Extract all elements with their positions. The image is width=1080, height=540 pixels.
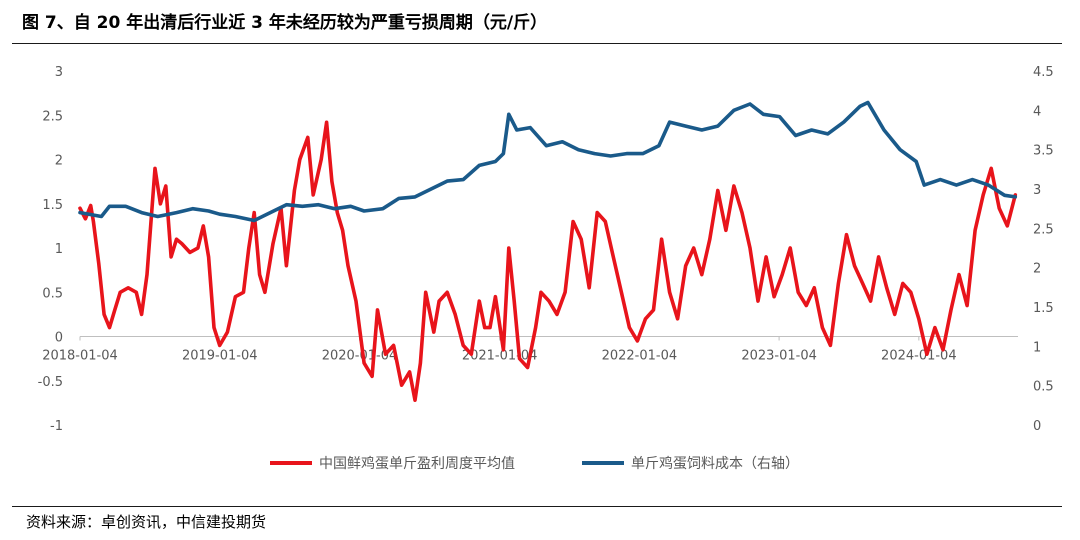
left-axis-tick-label: 1.5: [42, 198, 63, 213]
right-axis-tick-label: 3: [1033, 183, 1041, 198]
right-axis-tick-label: 2: [1033, 262, 1041, 277]
right-axis-tick-label: 3.5: [1033, 144, 1054, 159]
x-axis-tick-label: 2018-01-04: [42, 349, 118, 364]
x-axis-tick-labels: 2018-01-04 2019-01-04 2020-01-04 2021-01-04…: [42, 349, 956, 364]
right-axis-tick-label: 1: [1033, 340, 1041, 355]
x-axis-tick-label: 2019-01-04: [182, 349, 258, 364]
right-axis-tick-label: 2.5: [1033, 222, 1054, 237]
x-axis-tick-label: 2024-01-04: [881, 349, 957, 364]
left-axis-tick-label: 0: [55, 331, 63, 346]
top-divider: [12, 43, 1062, 44]
legend: 中国鲜鸡蛋单斤盈利周度平均值 单斤鸡蛋饲料成本（右轴）: [270, 455, 799, 472]
right-axis-tick-label: 1.5: [1033, 301, 1054, 316]
line-chart: 3 2.5 2 1.5 1 0.5 0 -0.5 -1 4.5 4 3.5 3 2.5 2 1.5 1 0.5 0…: [38, 65, 1054, 472]
left-axis-tick-label: 0.5: [42, 286, 63, 301]
x-axis-tick-label: 2022-01-04: [602, 349, 678, 364]
right-axis-tick-label: 4: [1033, 104, 1041, 119]
left-axis-tick-labels: 3 2.5 2 1.5 1 0.5 0 -0.5 -1: [38, 65, 63, 434]
legend-label: 单斤鸡蛋饲料成本（右轴）: [631, 455, 799, 472]
series-layer: [78, 100, 1018, 403]
left-axis-tick-label: -1: [50, 419, 63, 434]
left-axis-tick-label: 1: [55, 242, 63, 257]
axis-lines: [79, 336, 1018, 341]
x-axis-tick-label: 2020-01-04: [322, 349, 398, 364]
bottom-divider: [12, 506, 1062, 507]
x-axis-tick-label: 2023-01-04: [741, 349, 817, 364]
left-axis-tick-label: -0.5: [38, 375, 63, 390]
profit-series-line: [78, 120, 1018, 403]
right-axis-tick-label: 0: [1033, 419, 1041, 434]
left-axis-tick-label: 3: [55, 65, 63, 80]
left-axis-tick-label: 2: [55, 154, 63, 169]
feed-cost-series-line: [78, 100, 1018, 223]
page-title: 图 7、自 20 年出清后行业近 3 年未经历较为严重亏损周期（元/斤）: [22, 13, 548, 33]
right-axis-tick-label: 4.5: [1033, 65, 1054, 80]
right-axis-tick-label: 0.5: [1033, 380, 1054, 395]
source-note: 资料来源：卓创资讯，中信建投期货: [26, 513, 267, 531]
legend-label: 中国鲜鸡蛋单斤盈利周度平均值: [319, 455, 515, 472]
right-axis-tick-labels: 4.5 4 3.5 3 2.5 2 1.5 1 0.5 0: [1033, 65, 1054, 434]
left-axis-tick-label: 2.5: [42, 109, 63, 124]
